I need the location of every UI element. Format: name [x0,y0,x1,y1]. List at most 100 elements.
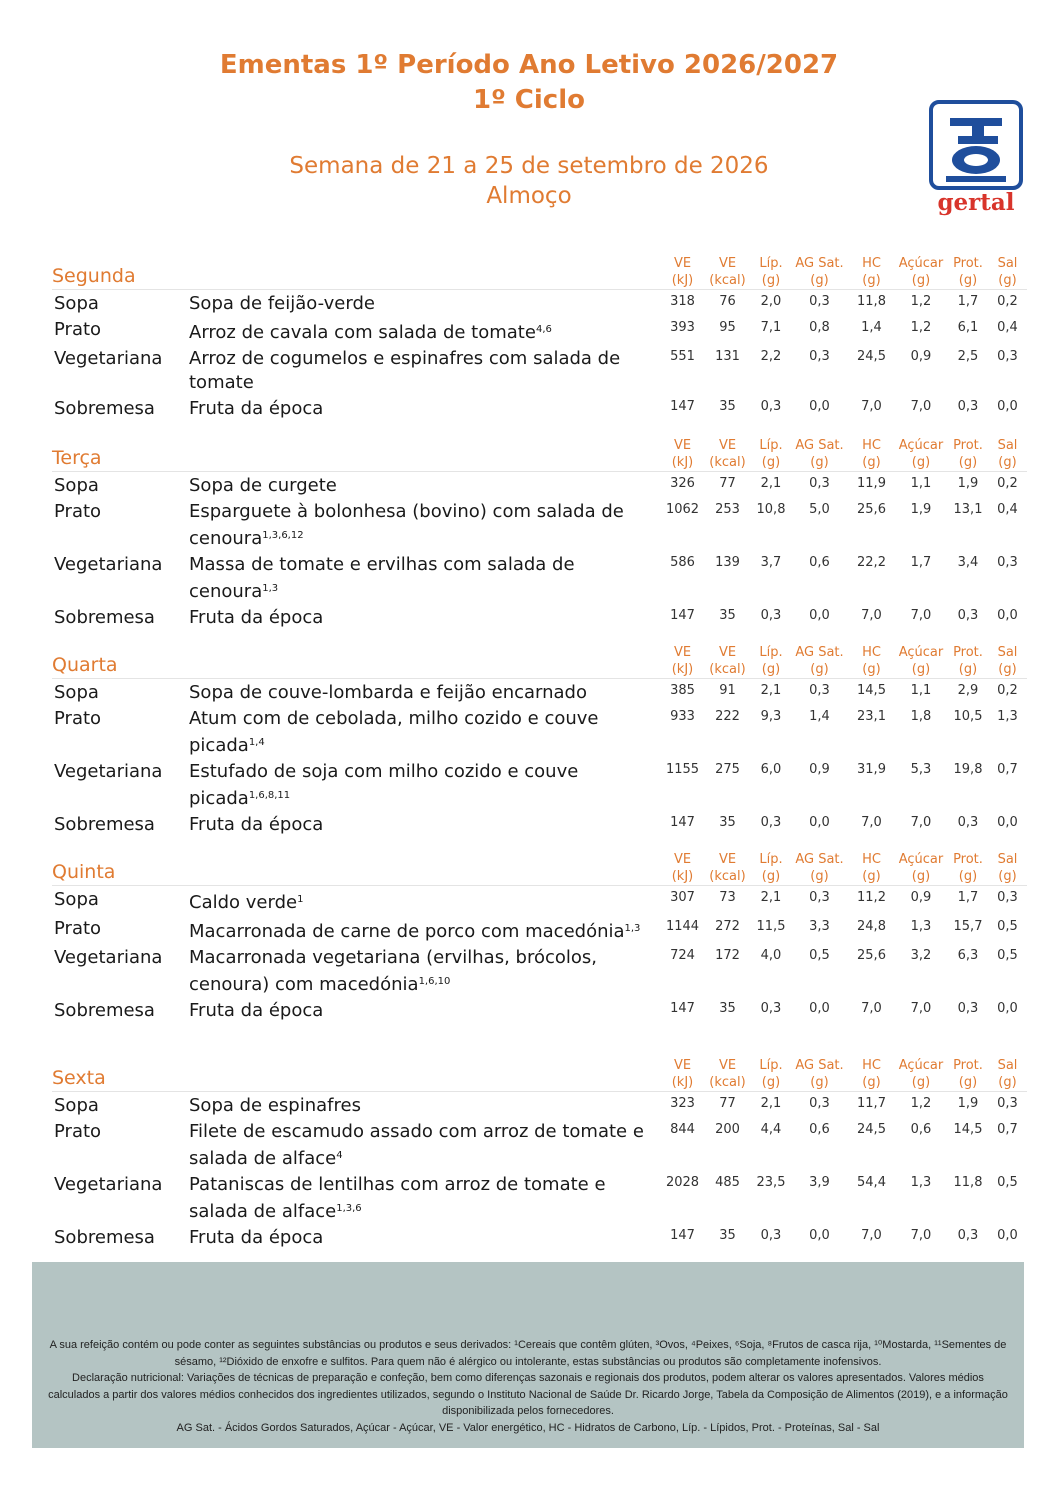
column-header: Líp. (g) [750,255,792,289]
column-header: HC (g) [847,255,896,289]
course: Prato [54,1121,102,1142]
nutrition-value: 2,5 [957,349,979,364]
dish: Sopa de feijão-verde [189,292,660,316]
column-unit: (g) [958,455,978,470]
dish-name: Esparguete à bolonhesa (bovino) com sala… [189,501,624,549]
column-unit: (g) [998,1075,1017,1090]
nutrition-value: 1,2 [910,320,932,335]
allergens: 1,3,6 [336,1203,362,1214]
column-header: HC (g) [847,437,896,471]
dish: Fruta da época [189,1226,660,1250]
column-header: Açúcar (g) [896,851,946,885]
column-header: Prot. (g) [946,644,990,678]
dish: Atum com de cebolada, milho cozido e cou… [189,707,660,758]
column-name: AG Sat. [795,1058,844,1073]
nutrition-value: 11,5 [756,919,786,934]
dish-name: Pataniscas de lentilhas com arroz de tom… [189,1174,606,1222]
nutrition-value: 131 [715,349,740,364]
nutrition-value: 551 [670,349,695,364]
column-name: Líp. [759,1058,783,1073]
column-name: AG Sat. [795,645,844,660]
nutrition-value: 35 [719,1228,736,1243]
day-header: Quarta VE (kJ) VE (kcal) Líp. (g) AG Sat. (g) HC (… [52,642,1027,679]
column-header: Açúcar (g) [896,644,946,678]
nutrition-value: 0,0 [809,399,830,414]
nutrition-value: 147 [670,1001,695,1016]
column-name: VE [718,438,737,453]
course: Sobremesa [54,1000,155,1021]
allergens: 4 [336,1150,343,1161]
column-unit: (g) [862,662,881,677]
dish: Esparguete à bolonhesa (bovino) com sala… [189,500,660,551]
course: Sobremesa [54,607,155,628]
nutrition-value: 19,8 [953,762,983,777]
day-section: Segunda VE (kJ) VE (kcal) Líp. (g) AG Sat. (g) HC… [52,253,1027,421]
logo: gertal [929,100,1023,216]
column-header: Açúcar (g) [896,255,946,289]
column-header: VE (kcal) [705,851,750,885]
nutrition-value: 7,0 [910,815,932,830]
nutrition-value: 4,4 [760,1122,782,1137]
nutrition-value: 7,0 [910,399,932,414]
menu-row: Sopa Caldo verde1 307 73 2,1 0,3 11,2 0,9 1,7 0,3 [52,888,1027,915]
nutrition-value: 147 [670,399,695,414]
dish-name: Arroz de cogumelos e espinafres com sala… [189,348,621,393]
column-header: VE (kJ) [660,644,705,678]
day-header: Segunda VE (kJ) VE (kcal) Líp. (g) AG Sat. (g) HC… [52,253,1027,290]
column-unit: (kcal) [709,869,746,884]
nutrition-value: 25,6 [857,502,886,517]
column-name: Açúcar [898,438,944,453]
menu-row: Sobremesa Fruta da época 147 35 0,3 0,0 7,0 7,0… [52,606,1027,630]
nutrition-value: 14,5 [953,1122,983,1137]
menu-row: Vegetariana Pataniscas de lentilhas com a… [52,1173,1027,1224]
nutrition-value: 200 [715,1122,740,1137]
course: Sopa [54,475,99,496]
dish: Fruta da época [189,999,660,1023]
nutrition-value: 7,0 [861,608,882,623]
nutrition-value: 0,0 [809,815,830,830]
column-header: AG Sat. (g) [792,255,847,289]
nutrition-value: 0,3 [760,1001,782,1016]
nutrition-value: 253 [715,502,740,517]
dish: Pataniscas de lentilhas com arroz de tom… [189,1173,660,1224]
allergens: 4,6 [535,324,552,335]
day-name: Sexta [52,1067,106,1089]
dish-name: Filete de escamudo assado com arroz de t… [189,1121,644,1169]
nutrition-value: 7,0 [910,608,932,623]
column-unit: (kJ) [671,869,694,884]
column-unit: (kcal) [709,455,746,470]
column-unit: (kJ) [671,662,694,677]
nutrition-value: 1144 [665,919,700,934]
day-section: Quinta VE (kJ) VE (kcal) Líp. (g) AG Sat. (g) HC (… [52,849,1027,1023]
nutrition-value: 2,1 [760,683,782,698]
column-header: Líp. (g) [750,1057,792,1091]
column-name: VE [673,852,692,867]
course: Prato [54,708,102,729]
nutrition-value: 2,1 [760,476,782,491]
nutrition-value: 0,8 [809,320,830,335]
nutrition-value: 35 [719,815,736,830]
column-name: HC [862,852,881,867]
column-unit: (g) [862,273,881,288]
nutrition-value: 222 [715,709,740,724]
nutrition-value: 147 [670,1228,695,1243]
column-header: VE (kJ) [660,255,705,289]
day-name: Terça [52,447,102,469]
column-name: HC [862,438,881,453]
nutrition-value: 1,7 [910,555,932,570]
column-header: VE (kcal) [705,1057,750,1091]
nutrition-value: 0,3 [957,1228,979,1243]
dish: Sopa de curgete [189,474,660,498]
column-header: HC (g) [847,1057,896,1091]
nutrition-value: 6,0 [760,762,782,777]
column-unit: (g) [761,662,781,677]
course: Sopa [54,1095,99,1116]
allergens: 1,4 [248,737,265,748]
nutrition-value: 0,3 [997,1096,1018,1111]
dish-name: Atum com de cebolada, milho cozido e cou… [189,708,599,756]
nutrition-value: 24,5 [857,349,886,364]
course: Sopa [54,293,99,314]
menu-row: Sobremesa Fruta da época 147 35 0,3 0,0 7,0 7,0… [52,999,1027,1023]
column-name: VE [718,1058,737,1073]
course: Sopa [54,682,99,703]
